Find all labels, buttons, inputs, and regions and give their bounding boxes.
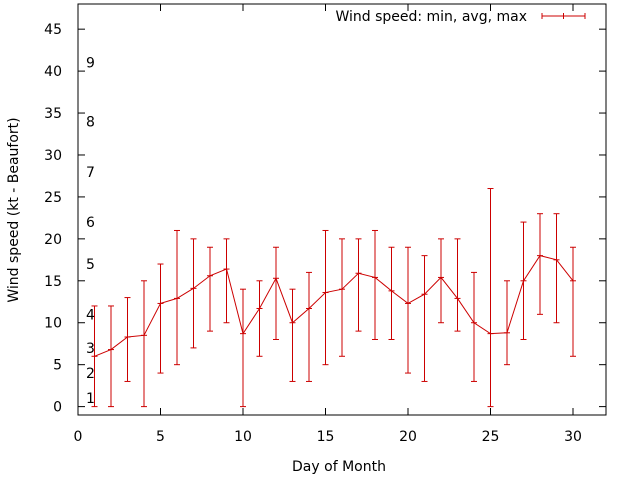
y-tick-label: 15 [44,274,62,290]
y-tick-label: 30 [44,148,62,164]
x-tick-label: 20 [399,429,417,445]
beaufort-label: 7 [86,165,95,181]
y-tick-label: 5 [53,358,62,374]
x-tick-label: 10 [234,429,252,445]
y-tick-label: 45 [44,22,62,38]
beaufort-label: 2 [86,366,95,382]
y-axis-label: Wind speed (kt - Beaufort) [6,117,22,302]
x-tick-label: 30 [564,429,582,445]
y-tick-label: 35 [44,106,62,122]
y-tick-label: 0 [53,400,62,416]
beaufort-label: 8 [86,114,95,130]
x-tick-label: 25 [482,429,500,445]
plot-frame [77,3,607,416]
x-tick-label: 0 [74,429,83,445]
y-tick-label: 25 [44,190,62,206]
legend-label: Wind speed: min, avg, max [335,9,527,25]
y-tick-label: 40 [44,64,62,80]
x-tick-label: 15 [317,429,335,445]
axis-ticks [77,4,606,415]
error-bars [91,188,576,408]
beaufort-label: 4 [86,307,95,323]
legend: Wind speed: min, avg, max [335,9,586,25]
x-tick-label: 5 [156,429,165,445]
beaufort-label: 9 [86,56,95,72]
beaufort-scale-labels: 1 2 3 4 5 6 7 8 9 [86,56,95,408]
y-tick-label: 20 [44,232,62,248]
beaufort-label: 6 [86,215,95,231]
x-axis-label: Day of Month [292,459,386,475]
avg-wind-line [94,255,574,357]
beaufort-label: 5 [86,257,95,273]
y-tick-label: 10 [44,316,62,332]
legend-errorbar-sample [541,13,586,19]
beaufort-label: 3 [86,341,95,357]
beaufort-label: 1 [86,391,95,407]
